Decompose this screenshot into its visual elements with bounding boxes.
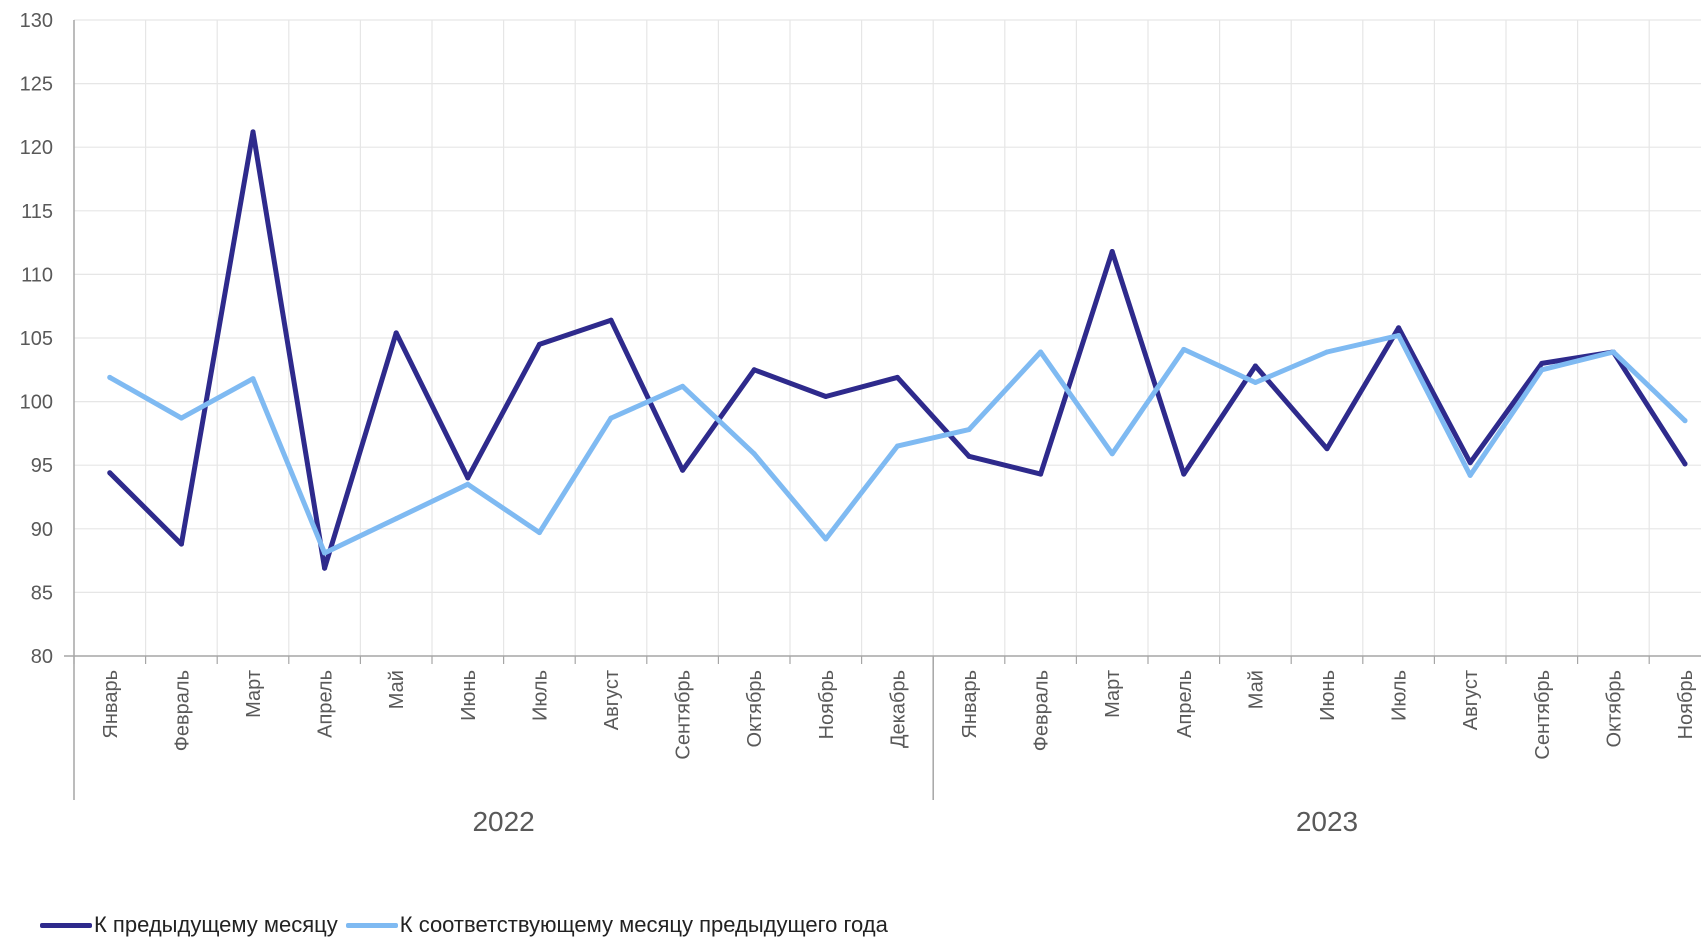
series-lines	[107, 129, 1688, 571]
x-tick-label: Октябрь	[1603, 670, 1625, 748]
point-prev-month	[1324, 446, 1330, 452]
point-prev-year	[966, 427, 972, 433]
point-prev-year	[1324, 349, 1330, 355]
point-prev-month	[1252, 363, 1258, 369]
point-prev-month	[894, 374, 900, 380]
point-prev-year	[894, 443, 900, 449]
x-tick-label: Март	[243, 670, 265, 718]
point-prev-year	[1038, 349, 1044, 355]
point-prev-month	[1109, 249, 1115, 255]
group-label: 2022	[472, 806, 534, 837]
series-line-prev-month	[107, 129, 1688, 571]
point-prev-year	[107, 374, 113, 380]
x-tick-label: Июль	[529, 670, 551, 721]
point-prev-month	[1539, 360, 1545, 366]
point-prev-year	[1396, 332, 1402, 338]
point-prev-month	[465, 475, 471, 481]
x-tick-label: Ноябрь	[1675, 670, 1697, 739]
x-tick-label: Апрель	[1174, 670, 1196, 738]
x-tick-label: Июнь	[458, 670, 480, 721]
legend-label-prev-year: К соответствующему месяцу предыдущего го…	[399, 912, 888, 937]
point-prev-month	[1682, 461, 1688, 467]
point-prev-month	[1396, 325, 1402, 331]
gridlines	[74, 19, 1701, 656]
point-prev-year	[322, 550, 328, 556]
x-tick-label: Сентябрь	[1532, 670, 1554, 760]
point-prev-year	[465, 481, 471, 487]
group-label: 2023	[1296, 806, 1358, 837]
legend-swatch-prev-month	[40, 922, 92, 928]
x-tick-label: Ноябрь	[816, 670, 838, 739]
x-tick-label: Январь	[100, 670, 122, 739]
point-prev-year	[536, 530, 542, 536]
legend-label-prev-month: К предыдущему месяцу	[94, 912, 338, 937]
y-tick-label: 100	[20, 392, 53, 414]
x-tick-label: Февраль	[1031, 670, 1053, 751]
x-tick-label: Апрель	[315, 670, 337, 738]
y-tick-label: 80	[31, 646, 53, 668]
x-tick-label: Июль	[1389, 670, 1411, 721]
point-prev-year	[1682, 418, 1688, 424]
point-prev-month	[178, 541, 184, 547]
x-axis-ticks: Январь Февраль Март Апрель Май Июнь Июль Август…	[100, 670, 1697, 760]
legend-item-prev-year: К соответствующему месяцу предыдущего го…	[345, 912, 888, 938]
axes	[64, 20, 1701, 664]
x-tick-label: Февраль	[171, 670, 193, 751]
point-prev-month	[393, 330, 399, 336]
y-tick-label: 95	[31, 455, 53, 477]
x-tick-label: Июнь	[1317, 670, 1339, 721]
point-prev-year	[1539, 367, 1545, 373]
y-tick-label: 115	[21, 201, 53, 223]
x-axis-groups: 2022 2023	[73, 656, 1358, 837]
line-chart: 80 85 90 95 100 105 110 115 120 125 130 Январь Февр…	[20, 10, 1701, 837]
x-tick-label: Декабрь	[887, 670, 909, 748]
point-prev-year	[1252, 380, 1258, 386]
y-tick-label: 125	[20, 74, 53, 96]
point-prev-year	[250, 376, 256, 382]
point-prev-month	[322, 565, 328, 571]
point-prev-month	[751, 367, 757, 373]
point-prev-month	[1467, 460, 1473, 466]
y-tick-label: 90	[31, 519, 53, 541]
point-prev-year	[1181, 346, 1187, 352]
x-tick-label: Март	[1102, 670, 1124, 718]
point-prev-month	[966, 453, 972, 459]
point-prev-year	[823, 536, 829, 542]
y-tick-label: 85	[31, 582, 53, 604]
point-prev-year	[680, 383, 686, 389]
point-prev-year	[608, 415, 614, 421]
x-tick-label: Январь	[959, 670, 981, 739]
point-prev-year	[393, 516, 399, 522]
point-prev-month	[250, 129, 256, 135]
legend-swatch-prev-year	[345, 922, 398, 928]
point-prev-year	[1610, 349, 1616, 355]
point-prev-month	[608, 317, 614, 323]
x-tick-label: Август	[1460, 670, 1482, 730]
y-tick-label: 105	[20, 328, 53, 350]
legend: К предыдущему месяцу К соответствующему …	[40, 912, 896, 938]
point-prev-year	[751, 451, 757, 457]
y-tick-label: 120	[20, 137, 53, 159]
x-tick-label: Май	[386, 670, 408, 709]
point-prev-year	[178, 415, 184, 421]
x-tick-label: Май	[1245, 670, 1267, 709]
x-tick-label: Сентябрь	[673, 670, 695, 760]
point-prev-month	[1181, 471, 1187, 477]
point-prev-month	[536, 341, 542, 347]
point-prev-year	[1109, 451, 1115, 457]
x-tick-label: Август	[601, 670, 623, 730]
x-tick-label: Октябрь	[744, 670, 766, 748]
y-tick-label: 130	[20, 10, 53, 32]
point-prev-year	[1467, 472, 1473, 478]
y-axis-ticks: 80 85 90 95 100 105 110 115 120 125 130	[20, 10, 53, 668]
legend-item-prev-month: К предыдущему месяцу	[40, 912, 338, 938]
y-tick-label: 110	[21, 264, 53, 286]
point-prev-month	[1038, 471, 1044, 477]
point-prev-month	[823, 394, 829, 400]
point-prev-month	[107, 470, 113, 476]
point-prev-month	[680, 467, 686, 473]
